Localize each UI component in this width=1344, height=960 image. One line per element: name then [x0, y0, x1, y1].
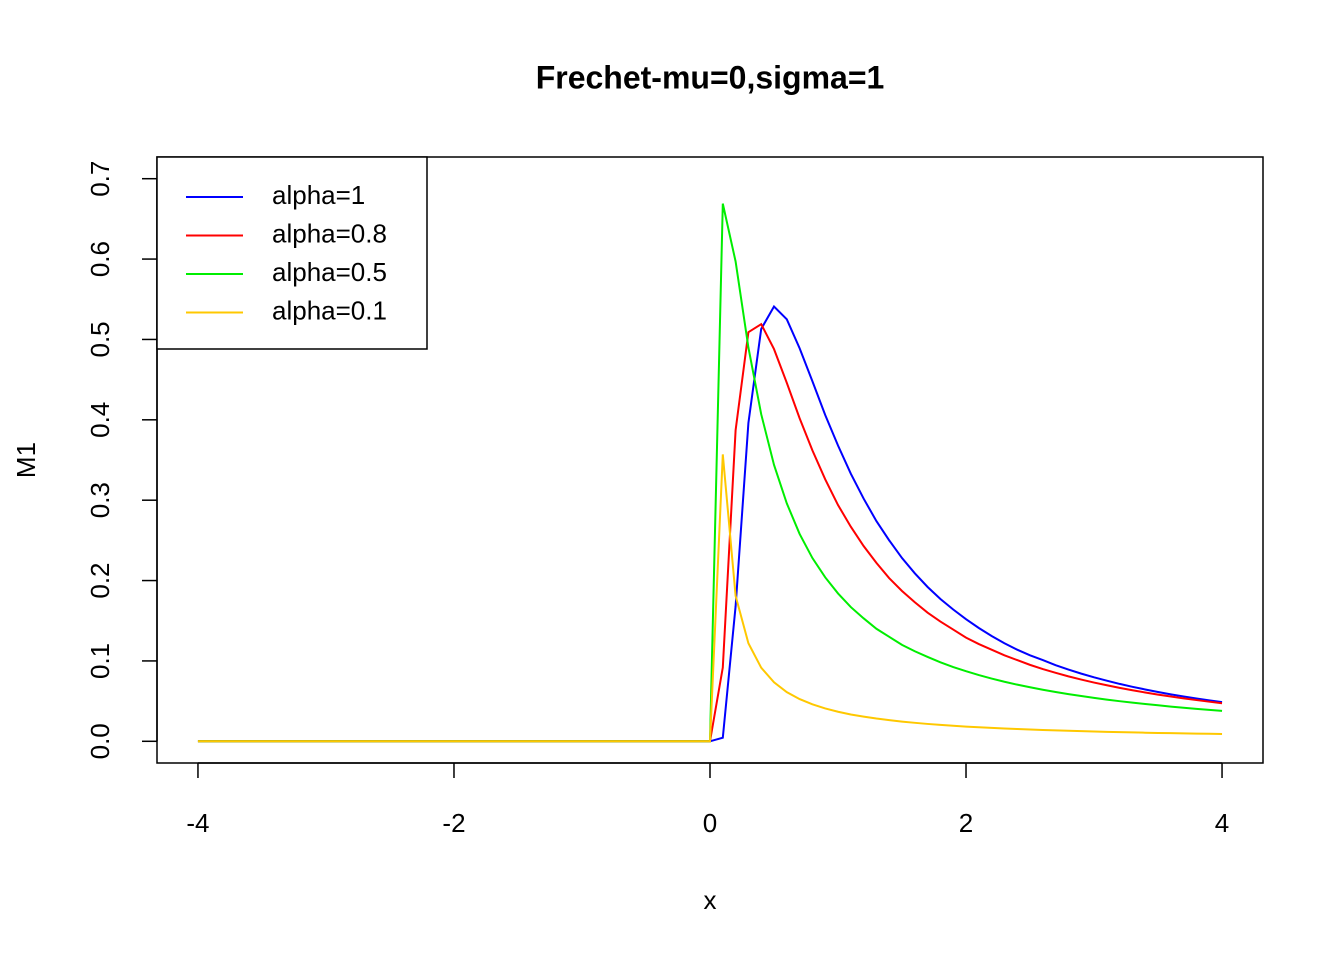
x-tick-label: -2 [442, 808, 465, 838]
y-tick-label: 0.7 [85, 161, 115, 197]
legend-label: alpha=0.8 [272, 218, 387, 248]
legend-box [156, 156, 428, 350]
x-axis-label: x [704, 885, 717, 915]
series-line [197, 454, 1223, 743]
legend-label: alpha=1 [272, 180, 365, 210]
y-tick-label: 0.1 [85, 643, 115, 679]
x-tick-label: 0 [703, 808, 717, 838]
y-axis-label: M1 [11, 442, 41, 478]
legend-label: alpha=0.5 [272, 257, 387, 287]
y-tick-label: 0.5 [85, 321, 115, 357]
y-tick-label: 0.0 [85, 723, 115, 759]
legend-label: alpha=0.1 [272, 295, 387, 325]
x-tick-label: 2 [959, 808, 973, 838]
x-tick-label: 4 [1215, 808, 1229, 838]
y-tick-label: 0.3 [85, 482, 115, 518]
x-tick-label: -4 [186, 808, 209, 838]
y-tick-label: 0.2 [85, 562, 115, 598]
y-tick-label: 0.4 [85, 402, 115, 438]
chart-title: Frechet-mu=0,sigma=1 [536, 59, 885, 95]
y-tick-label: 0.6 [85, 241, 115, 277]
